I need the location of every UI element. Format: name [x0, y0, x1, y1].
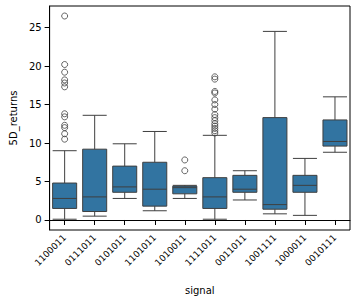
svg-text:0010111: 0010111	[303, 232, 338, 267]
svg-text:1001111: 1001111	[243, 232, 278, 267]
svg-text:signal: signal	[185, 285, 215, 296]
svg-text:1100011: 1100011	[33, 232, 68, 267]
svg-text:15: 15	[29, 99, 42, 110]
svg-text:0: 0	[35, 214, 41, 225]
svg-text:5: 5	[35, 176, 41, 187]
svg-text:0101011: 0101011	[93, 232, 128, 267]
svg-text:10: 10	[29, 138, 42, 149]
svg-text:1010011: 1010011	[153, 232, 188, 267]
svg-text:0111011: 0111011	[63, 232, 98, 267]
svg-text:1101011: 1101011	[123, 232, 158, 267]
svg-text:1111011: 1111011	[183, 232, 218, 267]
svg-text:0011011: 0011011	[213, 232, 248, 267]
svg-text:20: 20	[29, 61, 42, 72]
svg-text:25: 25	[29, 22, 42, 33]
svg-text:5D_returns: 5D_returns	[8, 91, 20, 146]
svg-text:1000011: 1000011	[273, 232, 308, 267]
